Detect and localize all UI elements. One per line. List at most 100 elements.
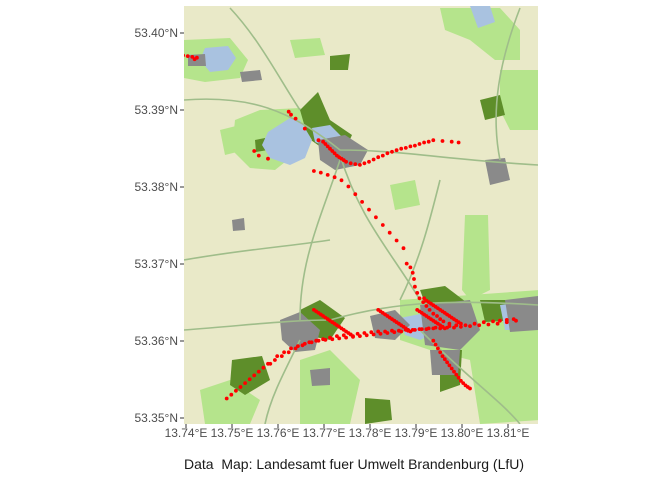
gps-point <box>364 333 369 338</box>
gps-point <box>224 396 229 401</box>
gps-points <box>184 53 518 401</box>
y-tick-label: 53.40°N <box>135 26 179 40</box>
gps-point <box>321 139 325 144</box>
gps-point <box>417 142 422 146</box>
gps-point <box>261 365 266 370</box>
gps-point <box>358 334 362 338</box>
gps-point <box>332 175 337 180</box>
gps-point <box>344 335 348 340</box>
gps-point <box>417 296 422 301</box>
gps-point <box>323 142 328 146</box>
x-tick-label: 13.81°E <box>487 426 530 440</box>
x-tick-label: 13.75°E <box>211 426 254 440</box>
gps-point <box>436 346 440 351</box>
y-tick-label: 53.36°N <box>135 334 179 348</box>
gps-point <box>461 381 466 385</box>
gps-point <box>190 55 195 59</box>
gps-point <box>362 331 367 335</box>
gps-point <box>337 336 342 341</box>
gps-point <box>445 360 449 365</box>
gps-point <box>452 325 456 330</box>
gps-point <box>376 155 381 160</box>
gps-point <box>408 265 413 270</box>
gps-point <box>192 57 197 62</box>
gps-point <box>410 270 415 275</box>
gps-point <box>514 318 518 323</box>
y-tick-label: 53.39°N <box>135 103 179 117</box>
gps-point <box>413 143 417 148</box>
x-tick: 13.74°E <box>165 424 208 440</box>
gps-point <box>332 151 337 156</box>
gps-point <box>477 323 482 328</box>
gps-point <box>266 156 270 161</box>
gps-point <box>459 321 463 326</box>
gps-point <box>185 54 190 58</box>
gps-point <box>252 373 257 378</box>
gps-point <box>504 320 509 325</box>
gps-point <box>404 261 409 266</box>
gps-point <box>318 170 323 175</box>
gps-point <box>229 392 234 397</box>
gps-point <box>371 332 376 337</box>
gps-point <box>463 323 468 328</box>
gps-point <box>454 372 459 377</box>
gps-point <box>247 377 252 382</box>
gps-point <box>348 161 353 166</box>
y-tick: 53.36°N <box>135 334 184 348</box>
gps-point <box>323 338 328 342</box>
x-tick-label: 13.78°E <box>349 426 392 440</box>
gps-point <box>256 153 261 158</box>
gps-point <box>392 330 397 335</box>
gps-point <box>238 385 243 389</box>
gps-point <box>431 311 436 316</box>
gps-point <box>459 378 463 383</box>
gps-point <box>289 346 293 351</box>
y-tick: 53.38°N <box>135 180 184 194</box>
gps-point <box>374 215 378 220</box>
gps-point <box>369 330 374 335</box>
gps-point <box>486 322 491 327</box>
gps-point <box>468 386 472 391</box>
gps-point <box>353 162 358 167</box>
map-panel[interactable] <box>181 6 540 424</box>
y-tick: 53.35°N <box>135 411 184 425</box>
gps-point <box>427 308 432 312</box>
gps-point <box>415 291 420 295</box>
gps-point <box>426 139 431 144</box>
gps-point <box>351 334 355 338</box>
x-tick-label: 13.77°E <box>303 426 346 440</box>
gps-point <box>286 109 291 114</box>
gps-point <box>302 341 307 346</box>
x-tick: 13.76°E <box>257 424 299 440</box>
gps-point <box>302 126 307 131</box>
gps-point <box>481 320 486 325</box>
gps-point <box>456 375 461 380</box>
gps-point <box>293 346 298 351</box>
gps-point <box>268 361 273 366</box>
gps-point <box>491 319 495 324</box>
gps-point <box>309 340 314 345</box>
gps-point <box>498 318 502 323</box>
gps-point <box>408 329 413 334</box>
gps-point <box>325 144 330 149</box>
gps-point <box>403 146 408 150</box>
gps-point <box>447 324 452 328</box>
gps-point <box>282 350 286 355</box>
gps-point <box>468 324 472 328</box>
gps-point <box>362 161 367 166</box>
x-tick-label: 13.80°E <box>441 426 484 440</box>
gps-point <box>472 321 477 326</box>
gps-point <box>399 146 404 151</box>
gps-point <box>325 173 330 177</box>
gps-point <box>312 169 316 173</box>
gps-point <box>447 363 452 368</box>
gps-point <box>449 139 454 144</box>
gps-point <box>408 144 413 149</box>
x-tick-label: 13.74°E <box>165 426 208 440</box>
gps-point <box>433 342 438 347</box>
gps-point <box>316 138 321 143</box>
gps-point <box>442 326 447 331</box>
x-tick: 13.80°E <box>441 424 484 440</box>
y-tick: 53.37°N <box>135 257 184 271</box>
